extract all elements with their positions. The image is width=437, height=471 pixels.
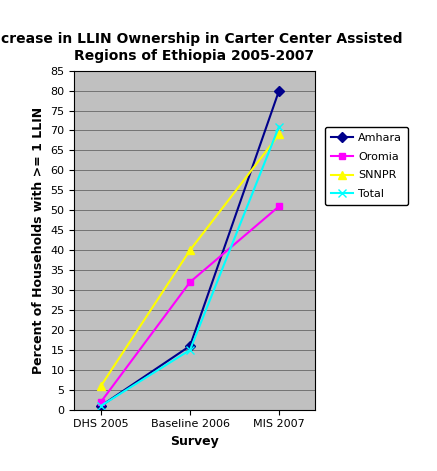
Line: Amhara: Amhara: [97, 87, 282, 409]
Line: Total: Total: [97, 122, 283, 410]
Oromia: [187, 279, 193, 285]
SNNPR: [98, 383, 104, 389]
Line: Oromia: Oromia: [97, 203, 282, 405]
Line: SNNPR: SNNPR: [97, 130, 283, 390]
Oromia: [277, 203, 282, 209]
Total: [187, 347, 193, 353]
Y-axis label: Percent of Households with >= 1 LLIN: Percent of Households with >= 1 LLIN: [32, 106, 45, 374]
Amhara: [187, 343, 193, 349]
Total: [98, 403, 104, 409]
Title: Increase in LLIN Ownership in Carter Center Assisted
Regions of Ethiopia 2005-20: Increase in LLIN Ownership in Carter Cen…: [0, 32, 403, 63]
SNNPR: [187, 247, 193, 253]
Legend: Amhara, Oromia, SNNPR, Total: Amhara, Oromia, SNNPR, Total: [325, 127, 408, 205]
Total: [277, 124, 282, 130]
X-axis label: Survey: Survey: [170, 435, 219, 448]
Amhara: [98, 403, 104, 409]
Oromia: [98, 399, 104, 405]
SNNPR: [277, 132, 282, 138]
Amhara: [277, 88, 282, 93]
